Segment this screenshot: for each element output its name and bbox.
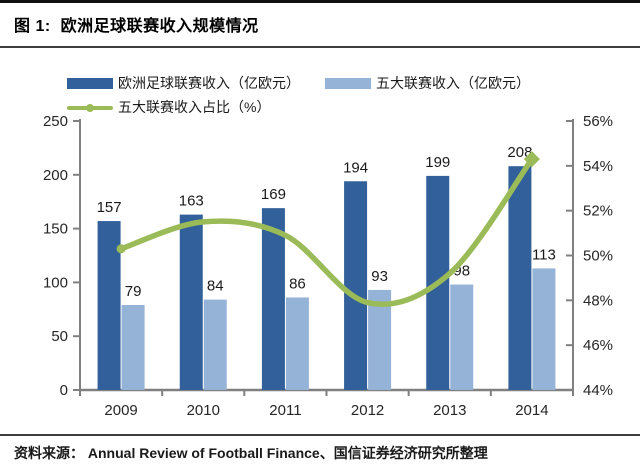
line-start-marker	[116, 244, 126, 254]
figure-title: 图 1: 欧洲足球联赛收入规模情况	[14, 18, 259, 35]
svg-text:93: 93	[371, 268, 388, 285]
source-divider	[0, 434, 640, 436]
source-note: 资料来源： Annual Review of Football Finance、…	[14, 445, 488, 461]
svg-text:54%: 54%	[583, 158, 613, 175]
revenue-combo-chart: 0 50 100 150 200 250 44% 46% 48% 50% 52% 54% 56% 2009…	[43, 113, 613, 419]
line-big5-share	[116, 151, 540, 308]
legend-swatch-total-revenue-icon	[67, 77, 113, 89]
svg-text:157: 157	[97, 199, 122, 216]
svg-text:250: 250	[43, 113, 68, 130]
svg-text:50%: 50%	[583, 248, 613, 265]
svg-text:2014: 2014	[515, 402, 548, 419]
title-divider	[0, 46, 640, 48]
svg-text:169: 169	[261, 186, 286, 203]
svg-text:84: 84	[207, 278, 224, 295]
svg-text:199: 199	[425, 154, 450, 171]
svg-text:113: 113	[532, 246, 556, 263]
svg-text:194: 194	[343, 159, 368, 176]
svg-text:2010: 2010	[187, 402, 220, 419]
svg-text:200: 200	[43, 167, 68, 184]
svg-text:52%: 52%	[583, 203, 613, 220]
legend-swatch-big5-share-icon	[67, 102, 113, 113]
legend-swatch-big5-revenue-icon	[325, 77, 371, 89]
svg-text:2011: 2011	[269, 402, 301, 419]
svg-text:2012: 2012	[351, 402, 384, 419]
svg-text:86: 86	[289, 275, 306, 292]
legend-label-big5-revenue: 五大联赛收入（亿欧元）	[376, 75, 530, 91]
line-end-diamond-marker	[523, 151, 540, 168]
x-axis: 2009 2010 2011 2012 2013 2014	[79, 388, 574, 419]
legend-label-total-revenue: 欧洲足球联赛收入（亿欧元）	[118, 75, 300, 91]
legend-item-big5-share: 五大联赛收入占比（%）	[67, 97, 270, 117]
svg-text:150: 150	[43, 221, 68, 238]
svg-text:50: 50	[51, 328, 68, 345]
svg-text:2013: 2013	[433, 402, 466, 419]
top-divider	[0, 0, 640, 3]
svg-text:163: 163	[179, 193, 204, 210]
svg-text:100: 100	[43, 274, 68, 291]
svg-text:0: 0	[60, 382, 68, 399]
svg-text:46%: 46%	[583, 337, 613, 354]
svg-text:48%: 48%	[583, 292, 613, 309]
legend-item-total-revenue: 欧洲足球联赛收入（亿欧元）	[67, 73, 300, 93]
svg-text:56%: 56%	[583, 113, 613, 130]
svg-text:79: 79	[125, 283, 142, 300]
svg-text:2009: 2009	[104, 402, 137, 419]
legend-item-big5-revenue: 五大联赛收入（亿欧元）	[325, 73, 530, 93]
right-axis: 44% 46% 48% 50% 52% 54% 56%	[566, 113, 613, 399]
left-axis: 0 50 100 150 200 250	[43, 113, 81, 399]
svg-text:44%: 44%	[583, 382, 613, 399]
legend-label-big5-share: 五大联赛收入占比（%）	[118, 99, 271, 115]
